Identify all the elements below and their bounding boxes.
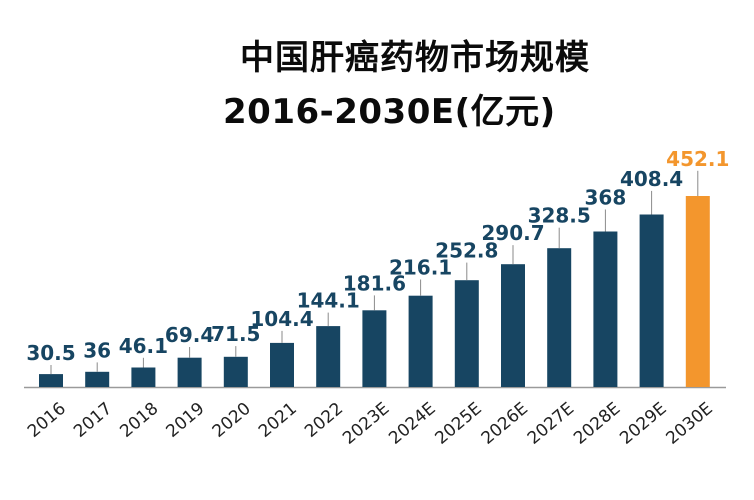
value-label-2019: 69.4 (165, 323, 214, 347)
x-tick-label-2024E: 2024E (385, 399, 439, 449)
chart-title: 中国肝癌药物市场规模 (240, 38, 590, 78)
x-tick-label-2028E: 2028E (570, 399, 624, 449)
value-label-2028E: 368 (585, 186, 627, 210)
x-tick-label-2029E: 2029E (616, 399, 670, 449)
value-label-2025E: 252.8 (435, 239, 498, 263)
x-tick-label-2030E: 2030E (662, 399, 716, 449)
bar-2027E (547, 248, 572, 387)
x-tick-label-2016: 2016 (24, 399, 70, 442)
value-label-2024E: 216.1 (389, 256, 452, 280)
bar-2018 (131, 367, 156, 387)
x-tick-label-2025E: 2025E (431, 399, 485, 449)
bar-2016 (39, 374, 63, 387)
bar-2017 (85, 371, 110, 387)
x-tick-label-2018: 2018 (116, 399, 162, 442)
value-label-2030E: 452.1 (666, 147, 729, 171)
x-tick-label-2020: 2020 (209, 399, 255, 442)
value-label-2027E: 328.5 (528, 204, 591, 228)
bar-2026E (501, 264, 525, 387)
bar-2028E (593, 231, 618, 387)
x-tick-label-2021: 2021 (255, 399, 301, 442)
x-tick-label-2019: 2019 (163, 399, 209, 442)
bar-2025E (454, 280, 479, 387)
x-tick-label-2017: 2017 (70, 399, 116, 442)
value-label-2029E: 408.4 (620, 167, 683, 191)
bar-2021 (270, 342, 294, 387)
value-label-2020: 71.5 (211, 322, 260, 346)
value-label-2021: 104.4 (250, 307, 313, 331)
x-tick-label-2026E: 2026E (478, 399, 532, 449)
value-label-2016: 30.5 (26, 341, 75, 365)
value-label-2018: 46.1 (119, 334, 168, 358)
value-label-2026E: 290.7 (481, 221, 544, 245)
bar-2020 (223, 356, 248, 387)
value-label-2023E: 181.6 (343, 271, 406, 295)
chart-subtitle: 2016-2030E(亿元) (223, 92, 556, 132)
bar-2030E (685, 196, 710, 387)
x-tick-label-2023E: 2023E (339, 399, 393, 449)
bar-2024E (408, 295, 433, 387)
bar-2022 (316, 326, 341, 387)
bar-2023E (362, 310, 387, 387)
bar-2019 (177, 357, 202, 387)
bar-2029E (639, 214, 664, 387)
x-tick-label-2027E: 2027E (524, 399, 578, 449)
value-label-2017: 36 (83, 338, 111, 362)
value-label-2022: 144.1 (297, 289, 360, 313)
